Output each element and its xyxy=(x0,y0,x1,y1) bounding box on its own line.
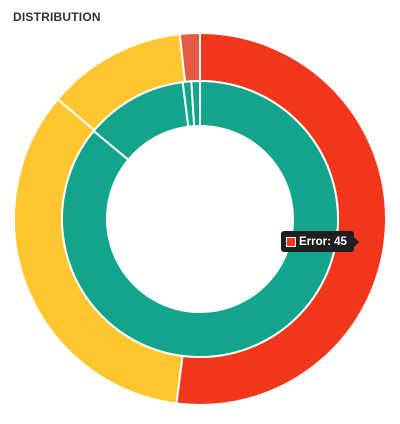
tooltip-text: Error: 45 xyxy=(299,236,347,248)
inner-ring xyxy=(62,81,338,357)
chart-tooltip: Error: 45 xyxy=(281,231,354,252)
tooltip-color-swatch xyxy=(286,237,296,247)
